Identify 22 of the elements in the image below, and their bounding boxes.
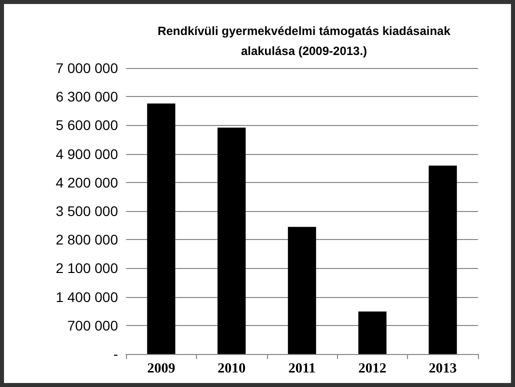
y-tick-label: - [113, 346, 118, 362]
x-tick-label: 2009 [147, 362, 176, 376]
x-tick-label: 2013 [428, 362, 457, 376]
chart-title: Rendkívüli gyermekvédelmi támogatás kiadásainak alakulása (2009-2013.) [158, 24, 451, 58]
y-tick-label: 2 100 000 [56, 260, 118, 276]
bar [218, 128, 246, 354]
bar [428, 166, 457, 354]
y-tick-label: 2 800 000 [56, 232, 118, 248]
y-tick-label: 4 900 000 [56, 146, 118, 162]
bar [288, 226, 316, 354]
x-tick-label: 2011 [288, 362, 316, 376]
bar [147, 104, 176, 354]
y-tick-label: 5 600 000 [56, 117, 118, 134]
y-tick-label: 1 400 000 [56, 288, 118, 305]
y-tick-label: 700 000 [67, 317, 118, 334]
bar [358, 312, 386, 354]
y-tick-label: 7 000 000 [56, 60, 118, 76]
x-tick-label: 2012 [358, 362, 386, 376]
y-tick-label: 4 200 000 [56, 174, 118, 190]
y-tick-label: 3 500 000 [56, 203, 118, 219]
x-tick-label: 2010 [218, 362, 246, 376]
y-tick-label: 6 300 000 [56, 88, 118, 105]
